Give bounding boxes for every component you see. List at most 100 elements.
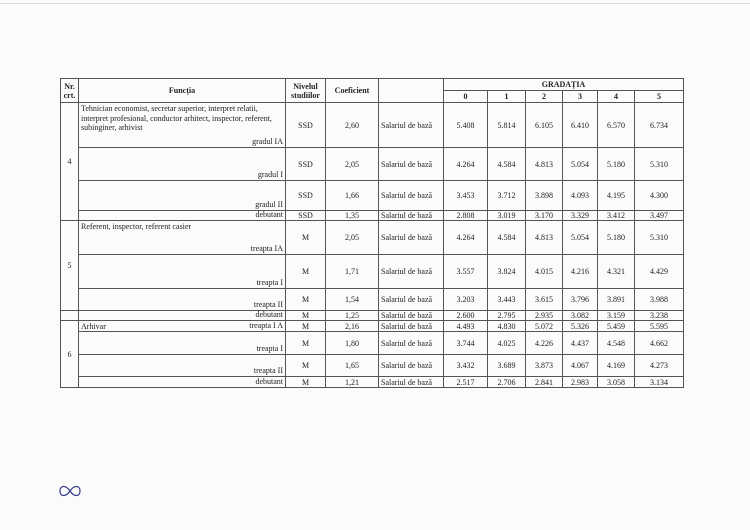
salary-value: 2.983 (562, 376, 598, 388)
coefficient: 2,05 (325, 220, 379, 255)
salary-value: 3.432 (443, 354, 488, 377)
table-row: gradul I SSD 2,05 Salariul de bază 4.264 4.58… (61, 147, 684, 181)
coefficient: 1,66 (325, 180, 379, 211)
coefficient: 1,54 (325, 288, 379, 311)
salary-value: 2.841 (525, 376, 563, 388)
salary-value: 3.744 (443, 331, 488, 355)
salary-value: 4.813 (525, 147, 563, 181)
salary-label: Salariul de bază (378, 180, 444, 211)
salary-value: 3.082 (562, 310, 598, 321)
function-cell: debutant (78, 310, 286, 321)
salary-value: 4.437 (562, 331, 598, 355)
function-cell: gradul I (78, 147, 286, 181)
coefficient: 1,25 (325, 310, 379, 321)
salary-label: Salariul de bază (378, 254, 444, 289)
function-grade: treapta IA (250, 244, 283, 253)
salary-value: 4.169 (597, 354, 635, 377)
salary-value: 3.453 (443, 180, 488, 211)
salary-value: 5.054 (562, 220, 598, 255)
row-number-empty (60, 310, 79, 321)
education-level: M (285, 331, 326, 355)
coefficient: 1,71 (325, 254, 379, 289)
function-cell: treapta I (78, 254, 286, 289)
function-grade: debutant (255, 210, 283, 220)
education-level: SSD (285, 180, 326, 211)
salary-label: Salariul de bază (378, 310, 444, 321)
salary-value: 4.015 (525, 254, 563, 289)
salary-value: 3.497 (634, 210, 684, 221)
header-gradation-5: 5 (634, 90, 684, 103)
scan-edge-line (0, 3, 750, 4)
table-row: 5 Referent, inspector, referent casier tre… (60, 220, 684, 311)
salary-value: 3.443 (487, 288, 526, 311)
header-coeficient: Coeficient (325, 78, 379, 103)
salary-value: 4.226 (525, 331, 563, 355)
salary-value: 4.813 (525, 220, 563, 255)
function-grade: treapta II (253, 366, 283, 375)
salary-value: 3.159 (597, 310, 635, 321)
function-cell: treapta II (78, 288, 286, 311)
function-title: Tehnician economist, secretar superior, … (81, 104, 272, 132)
salary-value: 3.170 (525, 210, 563, 221)
salary-value: 5.180 (597, 147, 635, 181)
coefficient: 1,65 (325, 354, 379, 377)
salary-value: 3.557 (443, 254, 488, 289)
function-cell: debutant (78, 210, 286, 221)
table-row: treapta I M 1,80 Salariul de bază 3.744 4.025… (61, 331, 684, 355)
coefficient: 2,16 (325, 320, 379, 332)
salary-value: 5.326 (562, 320, 598, 332)
table-row: gradul II SSD 1,66 Salariul de bază 3.453 3.7… (61, 180, 684, 211)
function-title: Referent, inspector, referent casier (81, 222, 192, 231)
salary-value: 4.548 (597, 331, 635, 355)
table-row: 4 Tehnician economist, secretar superior,… (60, 102, 684, 221)
salary-value: 6.105 (525, 102, 563, 148)
salary-value: 4.093 (562, 180, 598, 211)
header-blank (378, 78, 444, 103)
salary-value: 5.595 (634, 320, 684, 332)
salary-value: 2.517 (443, 376, 488, 388)
salary-value: 5.180 (597, 220, 635, 255)
coefficient: 1,35 (325, 210, 379, 221)
salary-value: 3.689 (487, 354, 526, 377)
salary-label: Salariul de bază (378, 331, 444, 355)
education-level: SSD (285, 102, 326, 148)
salary-value: 6.570 (597, 102, 635, 148)
salary-value: 2.935 (525, 310, 563, 321)
header-gradation-2: 2 (525, 90, 563, 103)
header-nr: Nr. crt. (60, 78, 79, 103)
table-row: treapta II M 1,54 Salariul de bază 3.203 3.44… (61, 288, 684, 311)
table-row: 6 Arhivar treapta I A M 2,16 Salariul de bază… (60, 320, 684, 388)
function-cell: gradul II (78, 180, 286, 211)
function-cell: treapta II (78, 354, 286, 377)
salary-label: Salariul de bază (378, 288, 444, 311)
education-level: SSD (285, 210, 326, 221)
header-gradation-1: 1 (487, 90, 526, 103)
salary-value: 3.412 (597, 210, 635, 221)
salary-value: 2.706 (487, 376, 526, 388)
coefficient: 2,05 (325, 147, 379, 181)
salary-label: Salariul de bază (378, 354, 444, 377)
salary-value: 3.891 (597, 288, 635, 311)
function-grade: gradul I (257, 170, 283, 179)
function-title: Arhivar (81, 322, 106, 331)
function-grade: gradul IA (252, 137, 283, 146)
salary-label: Salariul de bază (378, 210, 444, 221)
education-level: M (285, 220, 326, 255)
table-row: treapta I M 1,71 Salariul de bază 3.557 3.824… (61, 254, 684, 289)
salary-value: 3.238 (634, 310, 684, 321)
function-grade: treapta I A (249, 321, 283, 331)
function-grade: treapta I (256, 344, 283, 353)
salary-label: Salariul de bază (378, 147, 444, 181)
header-gradatia: GRADAȚIA (443, 78, 684, 91)
header-gradation-4: 4 (597, 90, 635, 103)
header-gradation-3: 3 (562, 90, 598, 103)
salary-value: 5.408 (443, 102, 488, 148)
salary-value: 6.410 (562, 102, 598, 148)
function-cell: Referent, inspector, referent casier trea… (78, 220, 286, 255)
salary-value: 4.429 (634, 254, 684, 289)
function-grade: debutant (255, 377, 283, 387)
salary-value: 4.662 (634, 331, 684, 355)
salary-value: 3.898 (525, 180, 563, 211)
salary-value: 5.459 (597, 320, 635, 332)
salary-value: 3.019 (487, 210, 526, 221)
